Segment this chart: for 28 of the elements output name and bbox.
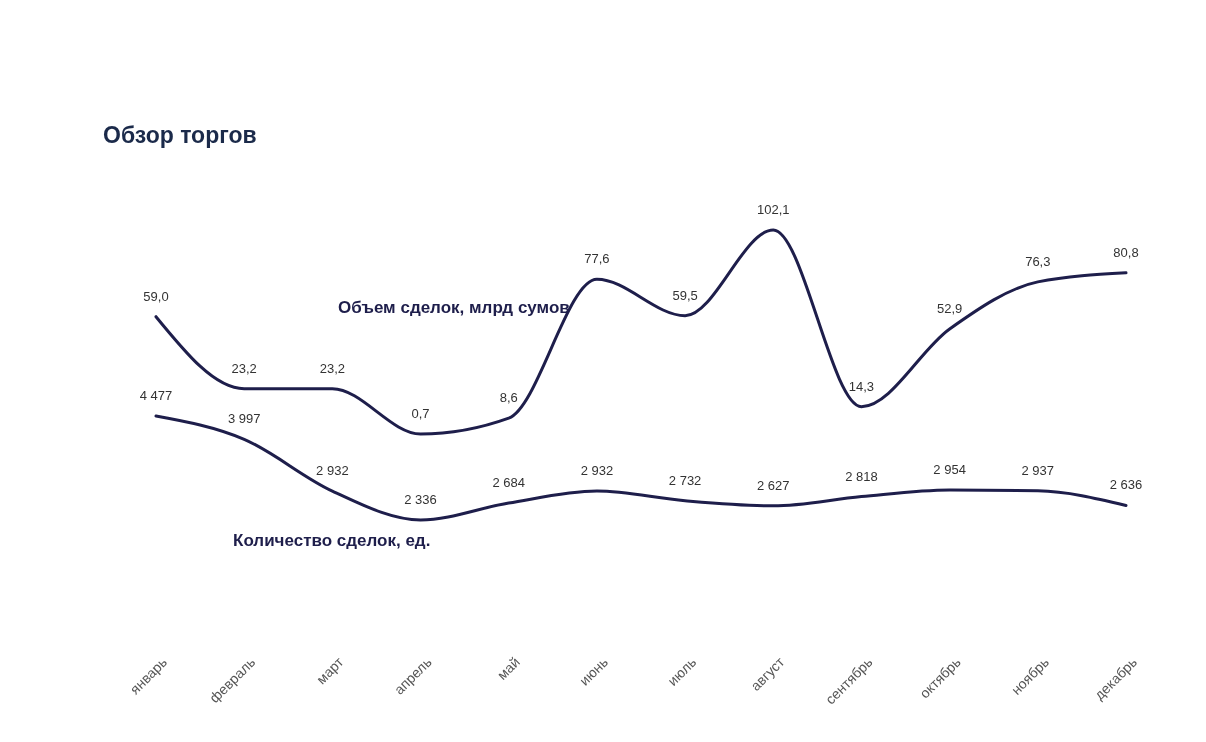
data-label: 23,2 [231, 360, 257, 376]
chart-title: Обзор торгов [103, 122, 257, 148]
data-label: 2 937 [1021, 462, 1055, 478]
data-label: 76,3 [1025, 253, 1051, 269]
data-label: 8,6 [499, 390, 518, 406]
x-tick-label: май [493, 653, 523, 683]
data-label: 2 818 [845, 468, 878, 484]
data-label: 2 627 [757, 477, 790, 493]
series-label: Объем сделок, млрд сумов [338, 298, 570, 317]
data-label: 3 997 [227, 411, 261, 427]
data-label: 80,8 [1113, 244, 1139, 260]
data-label: 52,9 [936, 300, 963, 316]
data-label: 23,2 [319, 360, 346, 376]
data-label: 77,6 [584, 251, 610, 267]
data-label: 2 636 [1109, 477, 1143, 493]
data-label: 14,3 [848, 378, 875, 394]
data-label: 0,7 [411, 406, 430, 421]
data-label: 59,0 [143, 288, 169, 304]
data-label: 4 477 [139, 388, 173, 403]
data-label: 2 932 [580, 463, 614, 479]
data-label: 2 684 [492, 475, 525, 491]
series-label: Количество сделок, ед. [233, 531, 431, 550]
data-label: 59,5 [672, 287, 698, 303]
data-label: 2 954 [933, 461, 966, 477]
data-label: 102,1 [757, 202, 790, 217]
data-label: 2 336 [404, 492, 437, 507]
data-label: 2 932 [316, 463, 349, 479]
data-label: 2 732 [668, 472, 702, 488]
